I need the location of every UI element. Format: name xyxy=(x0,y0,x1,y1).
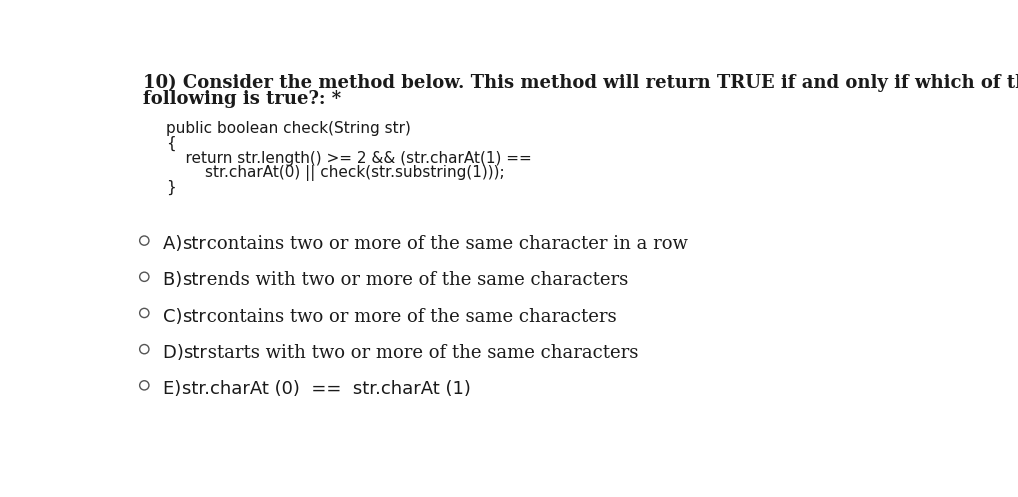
Text: contains two or more of the same characters: contains two or more of the same charact… xyxy=(201,308,617,326)
Text: ends with two or more of the same characters: ends with two or more of the same charac… xyxy=(201,271,628,289)
Text: 10) Consider the method below. This method will return TRUE if and only if which: 10) Consider the method below. This meth… xyxy=(143,74,1018,92)
Text: }: } xyxy=(166,180,176,195)
Text: return str.length() >= 2 && (str.charAt(1) ==: return str.length() >= 2 && (str.charAt(… xyxy=(166,151,531,166)
Text: str: str xyxy=(182,308,207,326)
Text: str: str xyxy=(182,235,207,253)
Text: E): E) xyxy=(163,380,187,398)
Text: str.charAt (0)  ==  str.charAt (1): str.charAt (0) == str.charAt (1) xyxy=(181,380,470,398)
Text: str: str xyxy=(182,271,207,289)
Text: following is true?: *: following is true?: * xyxy=(143,90,341,108)
Text: public boolean check(String str): public boolean check(String str) xyxy=(166,121,411,136)
Text: {: { xyxy=(166,136,176,151)
Text: A): A) xyxy=(163,235,188,253)
Text: str.charAt(0) || check(str.substring(1)));: str.charAt(0) || check(str.substring(1))… xyxy=(166,165,505,181)
Text: D): D) xyxy=(163,344,189,362)
Text: contains two or more of the same character in a row: contains two or more of the same charact… xyxy=(201,235,688,253)
Text: str: str xyxy=(183,344,208,362)
Text: C): C) xyxy=(163,308,188,326)
Text: B): B) xyxy=(163,271,188,289)
Text: starts with two or more of the same characters: starts with two or more of the same char… xyxy=(202,344,638,362)
